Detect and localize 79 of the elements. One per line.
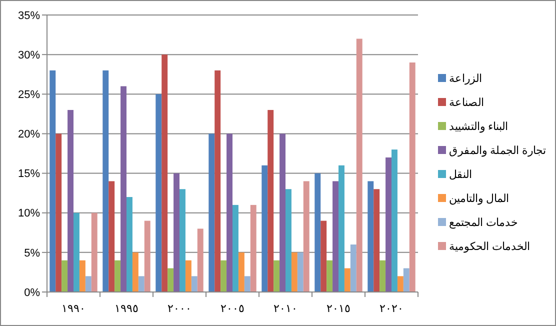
bar xyxy=(102,70,109,292)
bar xyxy=(332,181,338,292)
y-tick-label: 5% xyxy=(24,247,40,260)
y-tick-label: 20% xyxy=(18,128,40,141)
bar xyxy=(91,212,98,292)
bar xyxy=(250,204,256,292)
legend-label: خدمات المجتمع xyxy=(449,216,518,229)
bar xyxy=(356,38,362,292)
bar xyxy=(350,244,356,292)
bar xyxy=(56,134,62,292)
bar xyxy=(191,276,198,292)
y-tick-label: 35% xyxy=(18,10,40,22)
x-tick-label: ٢٠٠٥ xyxy=(220,303,244,315)
bar xyxy=(208,134,215,292)
y-tick-label: 25% xyxy=(18,88,40,101)
bar xyxy=(280,134,286,292)
bar xyxy=(197,228,204,292)
bar xyxy=(409,62,416,292)
y-tick-label: 15% xyxy=(18,168,40,180)
bar xyxy=(174,173,180,292)
bar xyxy=(244,276,250,292)
bar xyxy=(291,252,298,292)
legend-label: المال والتامين xyxy=(449,192,510,205)
bar xyxy=(114,260,121,292)
y-tick-label: 0% xyxy=(24,286,40,299)
x-tick-label: ٢٠١٥ xyxy=(326,303,350,315)
legend-label: البناء والتشييد xyxy=(449,120,508,133)
legend-label: النقل xyxy=(449,168,472,181)
legend-label: تجارة الجملة والمفرق xyxy=(449,144,546,157)
x-tick-label: ٢٠١٠ xyxy=(274,303,298,315)
bar xyxy=(338,165,344,292)
bar xyxy=(108,181,115,292)
bar xyxy=(79,260,86,292)
bar xyxy=(238,252,244,292)
bar xyxy=(326,260,333,292)
bar xyxy=(262,165,268,292)
bar xyxy=(397,276,404,292)
bar xyxy=(138,276,144,292)
bar xyxy=(268,110,274,292)
legend-label: الزراعة xyxy=(449,72,482,85)
x-tick-label: ١٩٩٠ xyxy=(62,303,86,315)
bar xyxy=(403,268,410,292)
bar xyxy=(392,150,398,292)
bar xyxy=(62,260,68,292)
legend-label: الخدمات الحكومية xyxy=(449,240,530,253)
bar xyxy=(226,134,232,292)
bar xyxy=(303,181,310,292)
x-tick-label: ١٩٩٥ xyxy=(114,303,138,315)
bar xyxy=(168,268,174,292)
x-tick-label: ٢٠٢٠ xyxy=(380,303,404,315)
bar xyxy=(68,110,74,292)
bar xyxy=(274,260,280,292)
bar xyxy=(314,173,321,292)
bar xyxy=(144,220,150,292)
bar xyxy=(50,70,56,292)
bar xyxy=(74,212,80,292)
bar xyxy=(286,189,292,292)
bar xyxy=(368,181,374,292)
bar xyxy=(220,260,227,292)
legend-label: الصناعة xyxy=(449,96,484,109)
bar xyxy=(185,260,192,292)
bar xyxy=(132,252,138,292)
bar xyxy=(162,54,168,292)
y-tick-label: 10% xyxy=(18,208,40,220)
bar xyxy=(297,252,304,292)
bar xyxy=(320,220,327,292)
bar xyxy=(232,204,238,292)
bar xyxy=(120,86,126,292)
bar xyxy=(180,189,186,292)
bar xyxy=(344,268,350,292)
bar xyxy=(85,276,92,292)
bar xyxy=(214,70,221,292)
y-tick-label: 30% xyxy=(18,49,40,62)
bar xyxy=(156,94,162,292)
bar xyxy=(374,189,380,292)
bar xyxy=(386,157,392,292)
bar xyxy=(126,197,132,292)
bar xyxy=(380,260,386,292)
x-tick-label: ٢٠٠٠ xyxy=(168,303,192,315)
